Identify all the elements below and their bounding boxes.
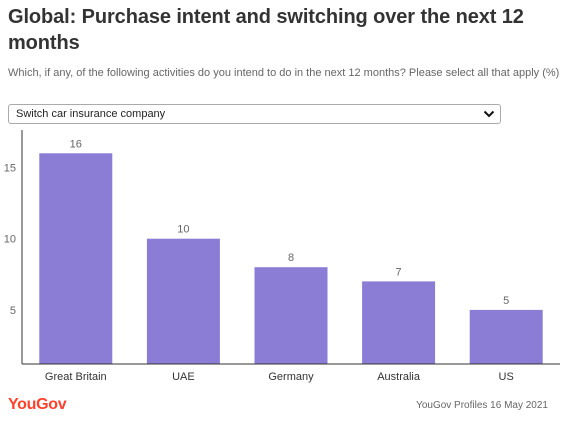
y-tick-label: 10 xyxy=(4,234,16,246)
source-note: YouGov Profiles 16 May 2021 xyxy=(416,400,548,411)
data-label: 7 xyxy=(396,266,402,278)
x-tick-label: US xyxy=(499,371,514,383)
bar-chart: 16 Great Britain 10 UAE 8 Germany 7 Australia 5 U… xyxy=(4,130,560,383)
y-tick-label: 5 xyxy=(10,305,16,317)
bar xyxy=(146,238,220,364)
data-label: 16 xyxy=(70,138,82,150)
chart-subtitle: Which, if any, of the following activiti… xyxy=(8,67,560,79)
bar xyxy=(254,267,328,364)
yougov-logo: YouGov xyxy=(8,396,67,413)
x-tick-label: Great Britain xyxy=(45,371,107,383)
x-tick-label: Germany xyxy=(268,371,314,383)
activity-select-value: Switch car insurance company xyxy=(16,108,166,120)
bar xyxy=(39,153,113,364)
x-tick-label: Australia xyxy=(377,371,421,383)
activity-select[interactable]: Switch car insurance company xyxy=(8,104,501,124)
chevron-down-icon xyxy=(483,110,495,118)
data-label: 5 xyxy=(503,295,509,307)
chart-title: Global: Purchase intent and switching ov… xyxy=(8,6,524,54)
y-tick-label: 15 xyxy=(4,163,16,175)
x-tick-label: UAE xyxy=(172,371,195,383)
bar xyxy=(469,309,543,364)
data-label: 8 xyxy=(288,252,294,264)
data-label: 10 xyxy=(177,224,189,236)
bar xyxy=(362,281,436,364)
